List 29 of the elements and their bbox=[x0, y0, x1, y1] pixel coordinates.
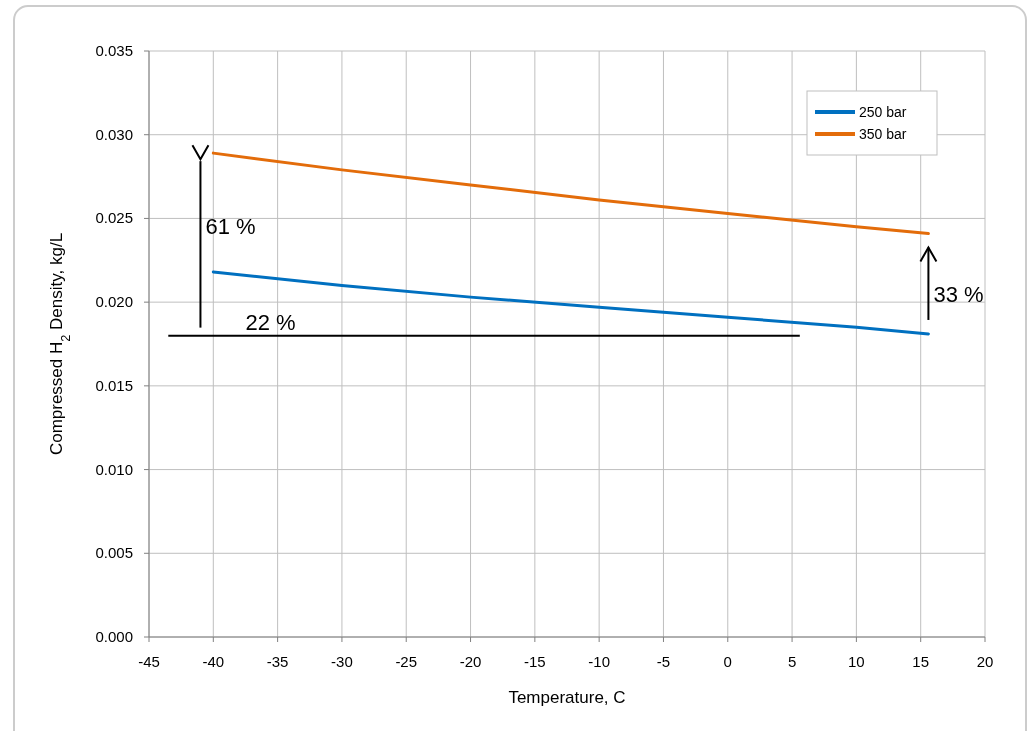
y-tick-label: 0.010 bbox=[95, 460, 133, 478]
x-tick-label: -10 bbox=[588, 653, 610, 670]
y-tick-label: 0.025 bbox=[95, 209, 133, 227]
x-axis-title: Temperature, C bbox=[508, 688, 626, 707]
line-series bbox=[211, 270, 930, 336]
annotation: 33 % bbox=[933, 281, 984, 307]
annotation: 22 % bbox=[245, 309, 296, 335]
y-tick-label: 0.005 bbox=[95, 544, 133, 562]
x-tick-label: -25 bbox=[395, 653, 418, 670]
x-tick-label: 20 bbox=[976, 653, 994, 670]
y-tick-label: 0.000 bbox=[95, 628, 133, 645]
x-tick-label: 5 bbox=[787, 653, 797, 670]
x-tick-label: 15 bbox=[912, 653, 930, 670]
x-tick-label: 0 bbox=[723, 653, 732, 670]
legend-label: 250 bar bbox=[859, 104, 907, 120]
x-tick-label: -45 bbox=[138, 653, 160, 670]
y-tick-label: 0.020 bbox=[95, 293, 133, 311]
legend-label: 350 bar bbox=[859, 126, 907, 142]
annotation: 61 % bbox=[205, 214, 256, 240]
x-tick-label: -35 bbox=[266, 653, 289, 670]
x-tick-label: -30 bbox=[331, 653, 353, 670]
y-tick-label: 0.030 bbox=[95, 125, 133, 143]
x-tick-label: -15 bbox=[524, 653, 546, 670]
x-tick-label: -5 bbox=[656, 653, 671, 670]
x-tick-label: -20 bbox=[459, 653, 482, 670]
y-tick-label: 0.015 bbox=[95, 376, 133, 394]
x-tick-label: 10 bbox=[848, 653, 865, 670]
x-tick-label: -40 bbox=[202, 653, 225, 670]
y-tick-label: 0.035 bbox=[95, 42, 133, 59]
